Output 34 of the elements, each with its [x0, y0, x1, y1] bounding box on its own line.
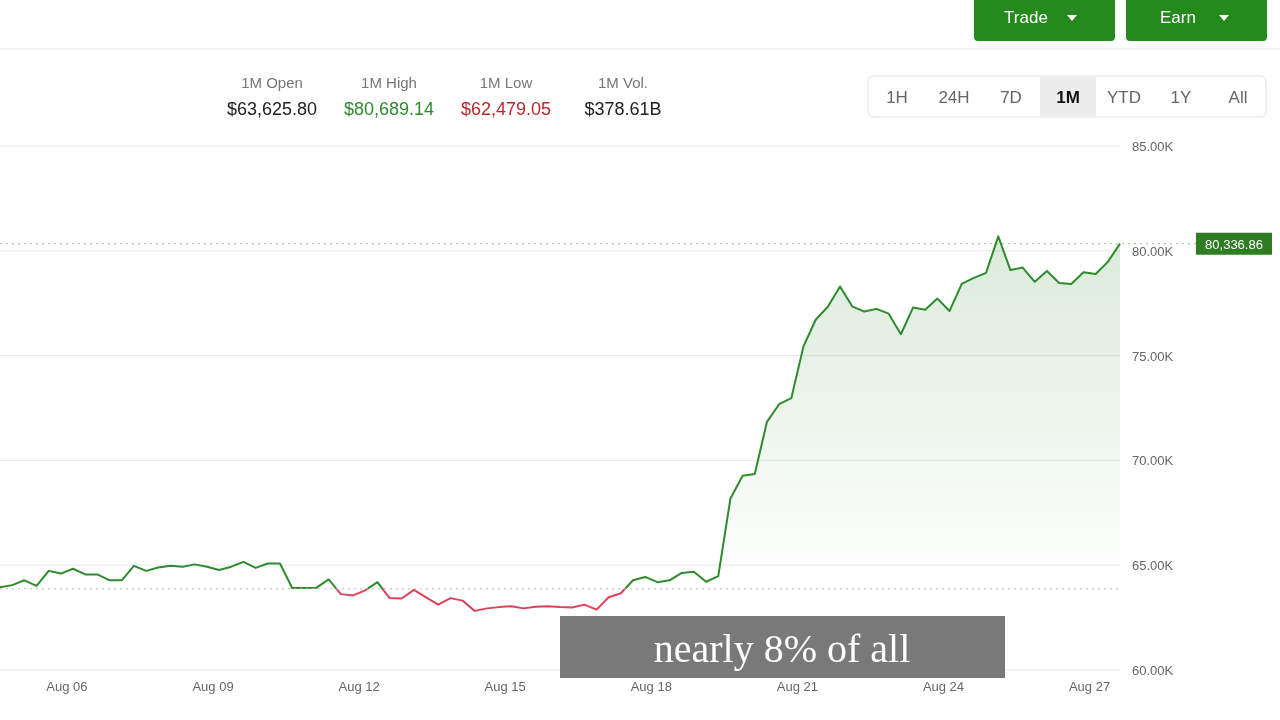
x-tick-label: Aug 18	[630, 679, 672, 694]
text: 1H	[886, 88, 908, 107]
y-tick-label: 65.00K	[1132, 558, 1174, 574]
text: 7D	[1000, 88, 1022, 107]
text: $63,625.80	[226, 99, 318, 119]
text: 1M Open	[241, 74, 303, 91]
text: 1M High	[361, 74, 417, 91]
annotation: nearly 8% of all	[653, 626, 911, 671]
text: 1M Low	[479, 74, 533, 91]
text: 1M	[1056, 88, 1080, 107]
x-tick-label: Aug 21	[776, 679, 818, 694]
text: $80,689.14	[343, 99, 435, 119]
text: $62,479.05	[460, 99, 552, 119]
y-tick-label: 75.00K	[1132, 348, 1174, 364]
text: Earn	[1160, 8, 1196, 27]
x-tick-label: Aug 15	[484, 679, 526, 694]
y-tick-label: 70.00K	[1132, 453, 1174, 469]
y-tick-label: 60.00K	[1132, 663, 1174, 678]
text: $378.61B	[584, 99, 662, 119]
y-tick-label: 85.00K	[1132, 139, 1174, 154]
text: 1Y	[1170, 88, 1192, 107]
text: 24H	[938, 88, 970, 107]
x-tick-label: Aug 09	[192, 679, 234, 694]
text: YTD	[1107, 88, 1141, 107]
text: 1M Vol.	[597, 74, 649, 91]
caption-box: nearly 8% of all	[560, 616, 1005, 678]
x-tick-label: Aug 27	[1068, 679, 1111, 694]
x-tick-label: Aug 06	[46, 679, 88, 694]
text: All	[1228, 88, 1248, 107]
x-tick-label: Aug 24	[922, 679, 965, 694]
x-tick-label: Aug 12	[338, 679, 380, 694]
y-tick-label: 80.00K	[1132, 243, 1174, 259]
ref-line-label: 80,336.86	[1205, 236, 1263, 252]
text: Trade	[1004, 8, 1048, 27]
